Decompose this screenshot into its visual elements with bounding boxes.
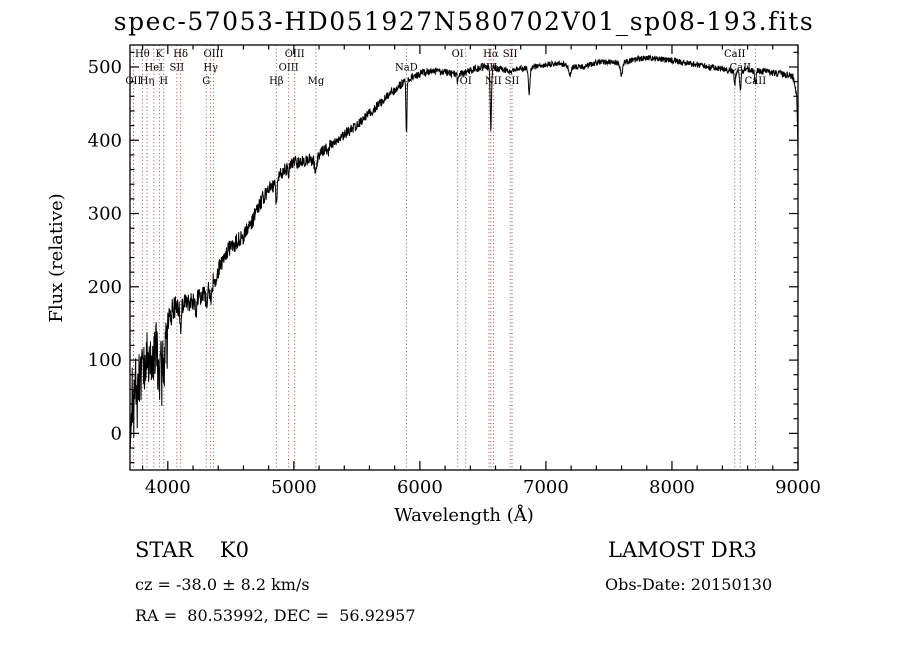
- line-label-Hθ: Hθ: [135, 49, 150, 60]
- x-tick-label: 5000: [271, 477, 317, 498]
- line-label-Mg: Mg: [308, 76, 325, 87]
- survey-label: LAMOST DR3: [608, 538, 757, 562]
- line-label-OIII: OIII: [285, 49, 305, 60]
- y-axis-label: Flux (relative): [46, 193, 67, 322]
- line-label-OIII: OIII: [204, 49, 224, 60]
- line-label-SII: SII: [503, 49, 518, 60]
- line-label-OIII: OIII: [279, 63, 299, 74]
- line-label-SII: SII: [505, 76, 520, 87]
- x-tick-label: 6000: [397, 477, 443, 498]
- figure-title: spec-57053-HD051927N580702V01_sp08-193.f…: [114, 7, 814, 36]
- line-label-SII: SII: [170, 63, 185, 74]
- line-label-HeI: HeI: [145, 63, 164, 74]
- radial-velocity-label: cz = -38.0 ± 8.2 km/s: [135, 575, 310, 594]
- line-label-CaII: CaII: [724, 49, 746, 60]
- line-label-H: H: [159, 76, 168, 87]
- spectral-line-markers: OIIHθHηHeIKHSIIHδGHγOIIIHβOIIIOIIIMgNaDO…: [125, 45, 766, 470]
- x-tick-label: 8000: [649, 477, 695, 498]
- y-tick-label: 500: [88, 57, 122, 78]
- line-label-Hη: Hη: [140, 76, 155, 87]
- line-label-OI: OI: [452, 49, 464, 60]
- line-label-NII: NII: [485, 76, 502, 87]
- y-tick-label: 0: [111, 423, 122, 444]
- object-class-label: STAR K0: [135, 538, 249, 562]
- y-tick-label: 300: [88, 204, 122, 225]
- y-tick-label: 400: [88, 130, 122, 151]
- x-tick-label: 4000: [145, 477, 191, 498]
- x-tick-label: 9000: [775, 477, 821, 498]
- spectrum-flux-line: [129, 54, 799, 449]
- line-label-Hδ: Hδ: [173, 49, 188, 60]
- line-label-CaII: CaII: [730, 63, 752, 74]
- y-tick-label: 200: [88, 277, 122, 298]
- x-axis-label: Wavelength (Å): [394, 504, 534, 526]
- line-label-OI: OI: [460, 76, 472, 87]
- line-label-G: G: [202, 76, 210, 87]
- line-label-Hα: Hα: [483, 49, 499, 60]
- obs-date-label: Obs-Date: 20150130: [605, 575, 772, 594]
- x-tick-label: 7000: [523, 477, 569, 498]
- line-label-Hβ: Hβ: [269, 76, 284, 87]
- line-label-K: K: [156, 49, 164, 60]
- axes-frame: 4000 5000 6000 7000 8000 9000 0 100 200 300 400 500: [88, 44, 821, 498]
- coordinates-label: RA = 80.53992, DEC = 56.92957: [135, 606, 416, 625]
- spectrum-trace: [129, 54, 799, 449]
- line-label-Hγ: Hγ: [203, 63, 218, 74]
- y-tick-label: 100: [88, 350, 122, 371]
- line-label-NaD: NaD: [395, 63, 418, 74]
